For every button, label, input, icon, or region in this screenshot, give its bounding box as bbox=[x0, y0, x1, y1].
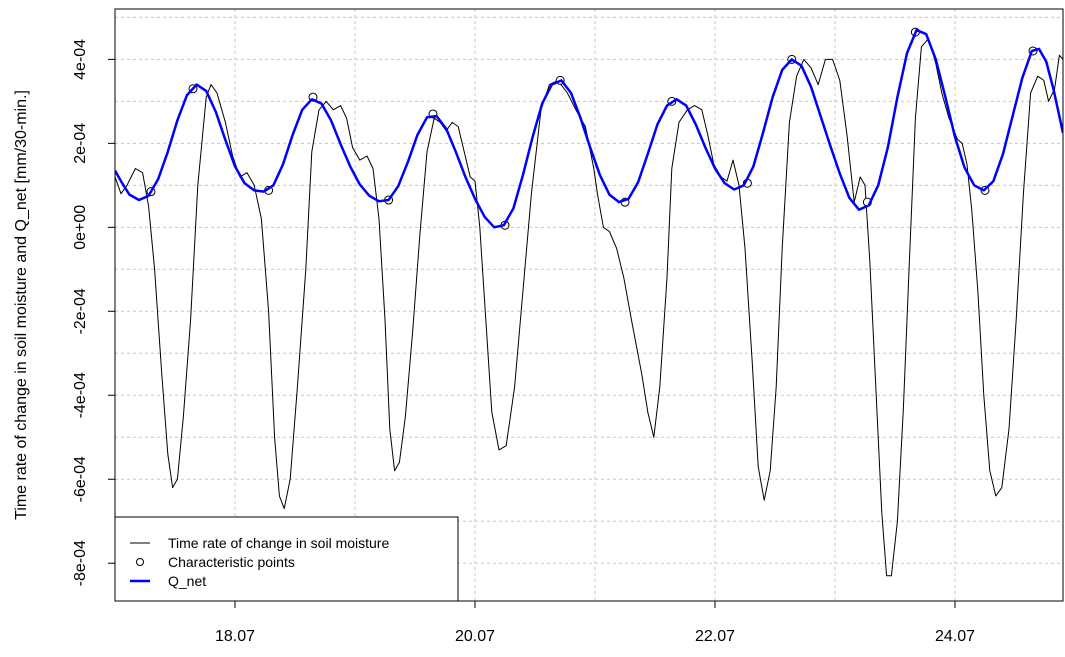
x-tick-label: 22.07 bbox=[695, 628, 735, 645]
legend-label-q-net: Q_net bbox=[168, 573, 206, 589]
x-tick-label: 20.07 bbox=[455, 628, 495, 645]
legend-swatch-characteristic-points bbox=[136, 558, 144, 566]
y-tick-label: -2e-04 bbox=[72, 288, 89, 334]
y-tick-label: -8e-04 bbox=[72, 540, 89, 586]
y-tick-label: 0e+00 bbox=[72, 205, 89, 250]
series-line-q-net bbox=[115, 28, 1063, 229]
y-tick-label: -4e-04 bbox=[72, 372, 89, 418]
y-axis-title: Time rate of change in soil moisture and… bbox=[13, 90, 30, 520]
x-tick-label: 18.07 bbox=[215, 628, 255, 645]
y-tick-label: 4e-04 bbox=[72, 39, 89, 80]
series-layer bbox=[115, 27, 1063, 577]
y-axis: -8e-04 -6e-04 -4e-04 -2e-04 0e+00 2e-04 4e-04 bbox=[72, 39, 115, 586]
legend-label-characteristic-points: Characteristic points bbox=[168, 554, 295, 570]
legend-box bbox=[114, 516, 459, 602]
y-tick-label: 2e-04 bbox=[72, 123, 89, 164]
legend-label-soil-moisture: Time rate of change in soil moisture bbox=[168, 535, 389, 551]
x-axis: 18.07 20.07 22.07 24.07 bbox=[215, 601, 975, 645]
series-line-soil-moisture bbox=[115, 37, 1063, 577]
legend: Time rate of change in soil moisture Cha… bbox=[114, 516, 459, 602]
plot-frame bbox=[114, 8, 1064, 602]
y-tick-label: -6e-04 bbox=[72, 456, 89, 502]
x-tick-label: 24.07 bbox=[935, 628, 975, 645]
